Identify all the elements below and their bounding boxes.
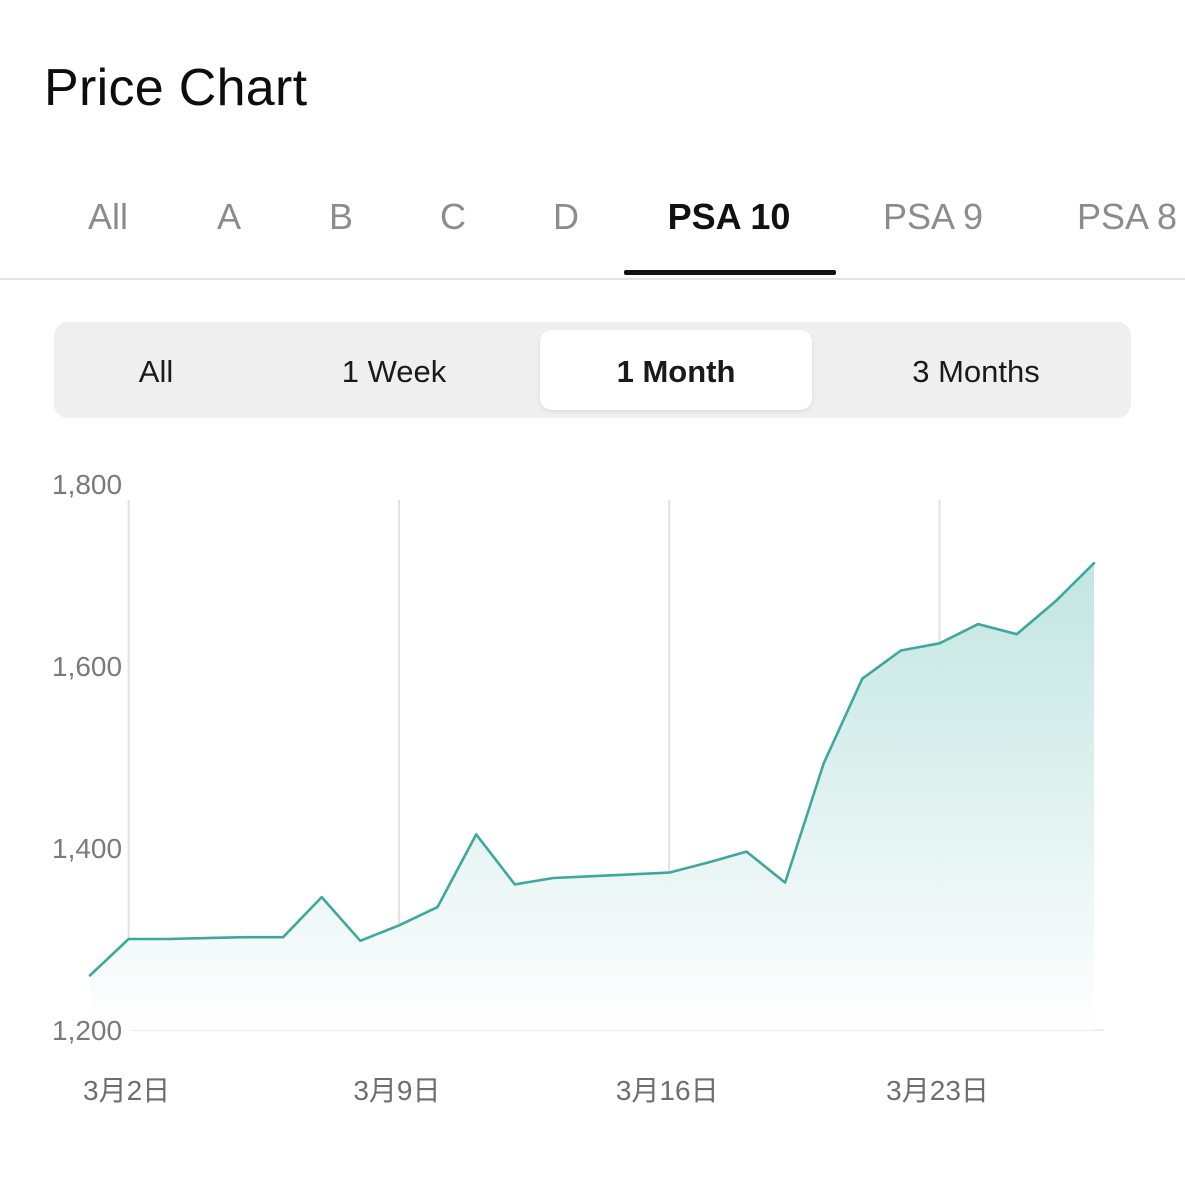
range-all-button[interactable]: All bbox=[138, 354, 174, 389]
range-1-week-button[interactable]: 1 Week bbox=[341, 354, 447, 389]
y-tick-label: 1,200 bbox=[52, 1015, 122, 1046]
active-tab-underline bbox=[624, 270, 836, 275]
range-3-months-button[interactable]: 3 Months bbox=[912, 354, 1040, 389]
x-tick-label: 3月9日 bbox=[353, 1075, 440, 1106]
tab-psa-9[interactable]: PSA 9 bbox=[882, 196, 984, 237]
y-tick-label: 1,400 bbox=[52, 833, 122, 864]
price-area-fill bbox=[90, 563, 1094, 1030]
tab-psa-10[interactable]: PSA 10 bbox=[667, 196, 791, 237]
price-series bbox=[88, 561, 1096, 977]
price-line bbox=[88, 561, 1096, 977]
y-tick-label: 1,600 bbox=[52, 651, 122, 682]
x-tick-label: 3月23日 bbox=[886, 1075, 989, 1106]
tab-b[interactable]: B bbox=[328, 196, 354, 237]
x-tick-label: 3月16日 bbox=[616, 1075, 719, 1106]
tab-d[interactable]: D bbox=[553, 196, 579, 237]
time-range-segmented-control: All 1 Week 1 Month 3 Months bbox=[54, 322, 1131, 418]
y-tick-label: 1,800 bbox=[52, 469, 122, 500]
x-tick-label: 3月2日 bbox=[83, 1075, 170, 1106]
area-fill bbox=[90, 563, 1094, 1030]
x-axis: 3月2日 3月9日 3月16日 3月23日 bbox=[83, 1075, 989, 1106]
range-1-month-button[interactable]: 1 Month bbox=[540, 330, 812, 410]
price-chart: 1,200 1,400 1,600 1,800 3月2日 3月9日 3月16日 3月23日 bbox=[0, 440, 1185, 1140]
page-title: Price Chart bbox=[44, 59, 308, 117]
tab-all[interactable]: All bbox=[87, 196, 129, 237]
tab-psa-8[interactable]: PSA 8 bbox=[1076, 196, 1178, 237]
tab-c[interactable]: C bbox=[440, 196, 466, 237]
price-chart-svg: 1,200 1,400 1,600 1,800 3月2日 3月9日 3月16日 3月23日 bbox=[52, 469, 1104, 1106]
grade-tab-bar: All A B C D PSA 10 PSA 9 PSA 8 bbox=[0, 160, 1185, 280]
tab-a[interactable]: A bbox=[216, 196, 242, 237]
y-axis: 1,200 1,400 1,600 1,800 bbox=[52, 469, 122, 1046]
